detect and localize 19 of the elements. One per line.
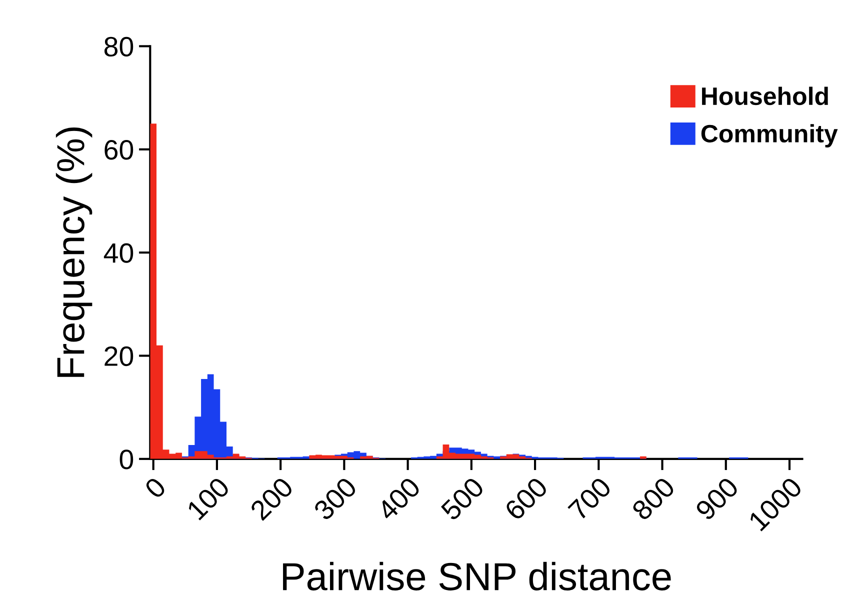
x-tick-label: 200 [249, 476, 294, 522]
legend-label: Community [701, 124, 838, 148]
x-tick-label: 100 [186, 476, 231, 521]
x-tick-label: 600 [504, 476, 549, 522]
legend-label: Household [702, 86, 828, 106]
y-tick-label: 60 [104, 140, 134, 160]
x-tick-label: 700 [567, 476, 612, 522]
x-tick-label: 500 [440, 476, 486, 522]
x-tick-label: 0 [144, 476, 167, 500]
y-tick-label: 0 [120, 450, 134, 470]
y-tick-label: 40 [104, 243, 134, 263]
x-tick-label: 400 [376, 476, 422, 522]
x-tick-label: 800 [630, 476, 676, 522]
y-axis-title: Frequency (%) [56, 127, 92, 377]
x-tick-label: 300 [312, 476, 358, 522]
x-tick-label: 900 [694, 476, 740, 522]
y-tick-label: 20 [104, 346, 134, 366]
x-axis-title: Pairwise SNP distance [283, 562, 671, 590]
y-tick-label: 80 [104, 36, 134, 57]
